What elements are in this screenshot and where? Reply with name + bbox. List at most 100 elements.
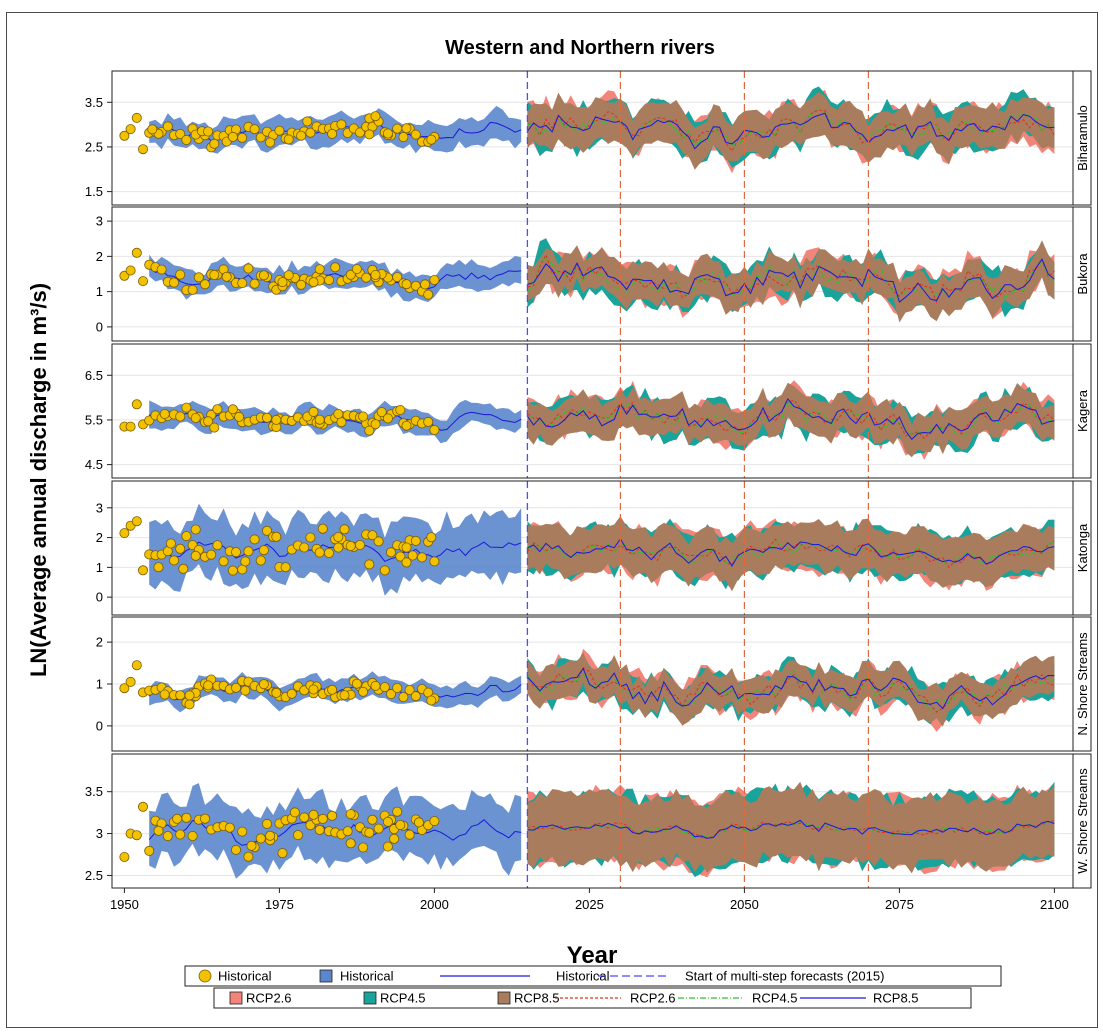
legend-swatch-rcp85-band <box>497 991 511 1005</box>
legend-swatch-rcp45-band <box>363 991 377 1005</box>
historical-point <box>271 531 282 542</box>
historical-point <box>423 289 434 300</box>
historical-point <box>203 680 214 691</box>
historical-point <box>426 134 437 145</box>
historical-point <box>175 829 186 840</box>
historical-point <box>234 411 245 422</box>
historical-point <box>336 119 347 130</box>
historical-point <box>227 404 238 415</box>
historical-point <box>212 404 223 415</box>
historical-band <box>149 254 522 303</box>
historical-point <box>137 565 148 576</box>
rcp85-line <box>527 667 1055 710</box>
historical-point <box>367 530 378 541</box>
historical-point <box>280 562 291 573</box>
historical-point <box>296 279 307 290</box>
historical-point <box>407 550 418 561</box>
x-tick-label: 2025 <box>575 897 604 912</box>
historical-point <box>237 826 248 837</box>
historical-point <box>265 830 276 841</box>
historical-point <box>258 270 269 281</box>
historical-point <box>401 279 412 290</box>
historical-point <box>364 425 375 436</box>
historical-point <box>125 421 136 432</box>
historical-point <box>175 411 186 422</box>
historical-point <box>209 138 220 149</box>
historical-point <box>230 844 241 855</box>
x-axis-title: Year <box>567 942 618 969</box>
rcp45-line <box>527 540 1055 564</box>
historical-point <box>429 816 440 827</box>
y-tick-label: 5.5 <box>85 412 103 427</box>
historical-point <box>258 545 269 556</box>
panel-strip-label: Biharamulo <box>1075 105 1090 171</box>
legend: Historical Historical Historical Start of m… <box>184 965 1002 1009</box>
rcp85-band <box>527 382 1055 458</box>
x-tick-label: 1950 <box>110 897 139 912</box>
historical-point <box>389 833 400 844</box>
historical-point <box>249 534 260 545</box>
historical-point <box>330 262 341 273</box>
historical-point <box>370 269 381 280</box>
historical-point <box>227 565 238 576</box>
historical-point <box>230 547 241 558</box>
historical-point <box>292 830 303 841</box>
panel-bukora: Bukora 0 1 2 3 <box>96 206 1092 342</box>
historical-point <box>351 678 362 689</box>
rcp45-line <box>526 669 1055 711</box>
legend-label: RCP8.5 <box>873 991 919 1006</box>
historical-point <box>243 263 254 274</box>
rcp85-band <box>527 652 1055 727</box>
historical-point <box>119 130 130 141</box>
historical-point <box>165 538 176 549</box>
historical-point <box>392 123 403 134</box>
historical-point <box>314 824 325 835</box>
legend-swatch-historical-band <box>319 969 333 983</box>
historical-point <box>125 265 136 276</box>
historical-point <box>172 813 183 824</box>
historical-point <box>243 851 254 862</box>
historical-point <box>237 278 248 289</box>
historical-point <box>283 270 294 281</box>
historical-point <box>358 686 369 697</box>
rcp45-line <box>527 400 1055 437</box>
historical-point <box>426 695 437 706</box>
historical-point <box>392 806 403 817</box>
historical-point <box>125 124 136 135</box>
rcp85-line <box>527 258 1055 303</box>
historical-point <box>131 660 142 671</box>
historical-point <box>398 692 409 703</box>
historical-point <box>168 277 179 288</box>
historical-point <box>218 556 229 567</box>
historical-point <box>203 126 214 137</box>
historical-point <box>327 810 338 821</box>
historical-point <box>221 271 232 282</box>
historical-point <box>370 680 381 691</box>
historical-point <box>168 555 179 566</box>
historical-point <box>308 406 319 417</box>
historical-point <box>274 125 285 136</box>
x-tick-label: 2100 <box>1040 897 1069 912</box>
historical-point <box>426 532 437 543</box>
historical-point <box>178 563 189 574</box>
rcp85-band <box>527 91 1055 170</box>
historical-point <box>314 264 325 275</box>
historical-point <box>317 813 328 824</box>
legend-label: RCP4.5 <box>752 991 798 1006</box>
chart-title: Western and Northern rivers <box>445 37 715 59</box>
historical-point <box>395 551 406 562</box>
historical-point <box>184 690 195 701</box>
historical-point <box>398 132 409 143</box>
historical-point <box>385 547 396 558</box>
y-tick-label: 2 <box>96 635 103 650</box>
historical-point <box>227 131 238 142</box>
historical-point <box>342 826 353 837</box>
legend-label: RCP2.6 <box>630 991 676 1006</box>
historical-point <box>119 528 130 539</box>
historical-point <box>184 699 195 710</box>
historical-point <box>265 137 276 148</box>
historical-point <box>333 408 344 419</box>
panel-strip-label: W. Shore Streams <box>1075 768 1090 874</box>
historical-point <box>153 562 164 573</box>
historical-point <box>305 127 316 138</box>
